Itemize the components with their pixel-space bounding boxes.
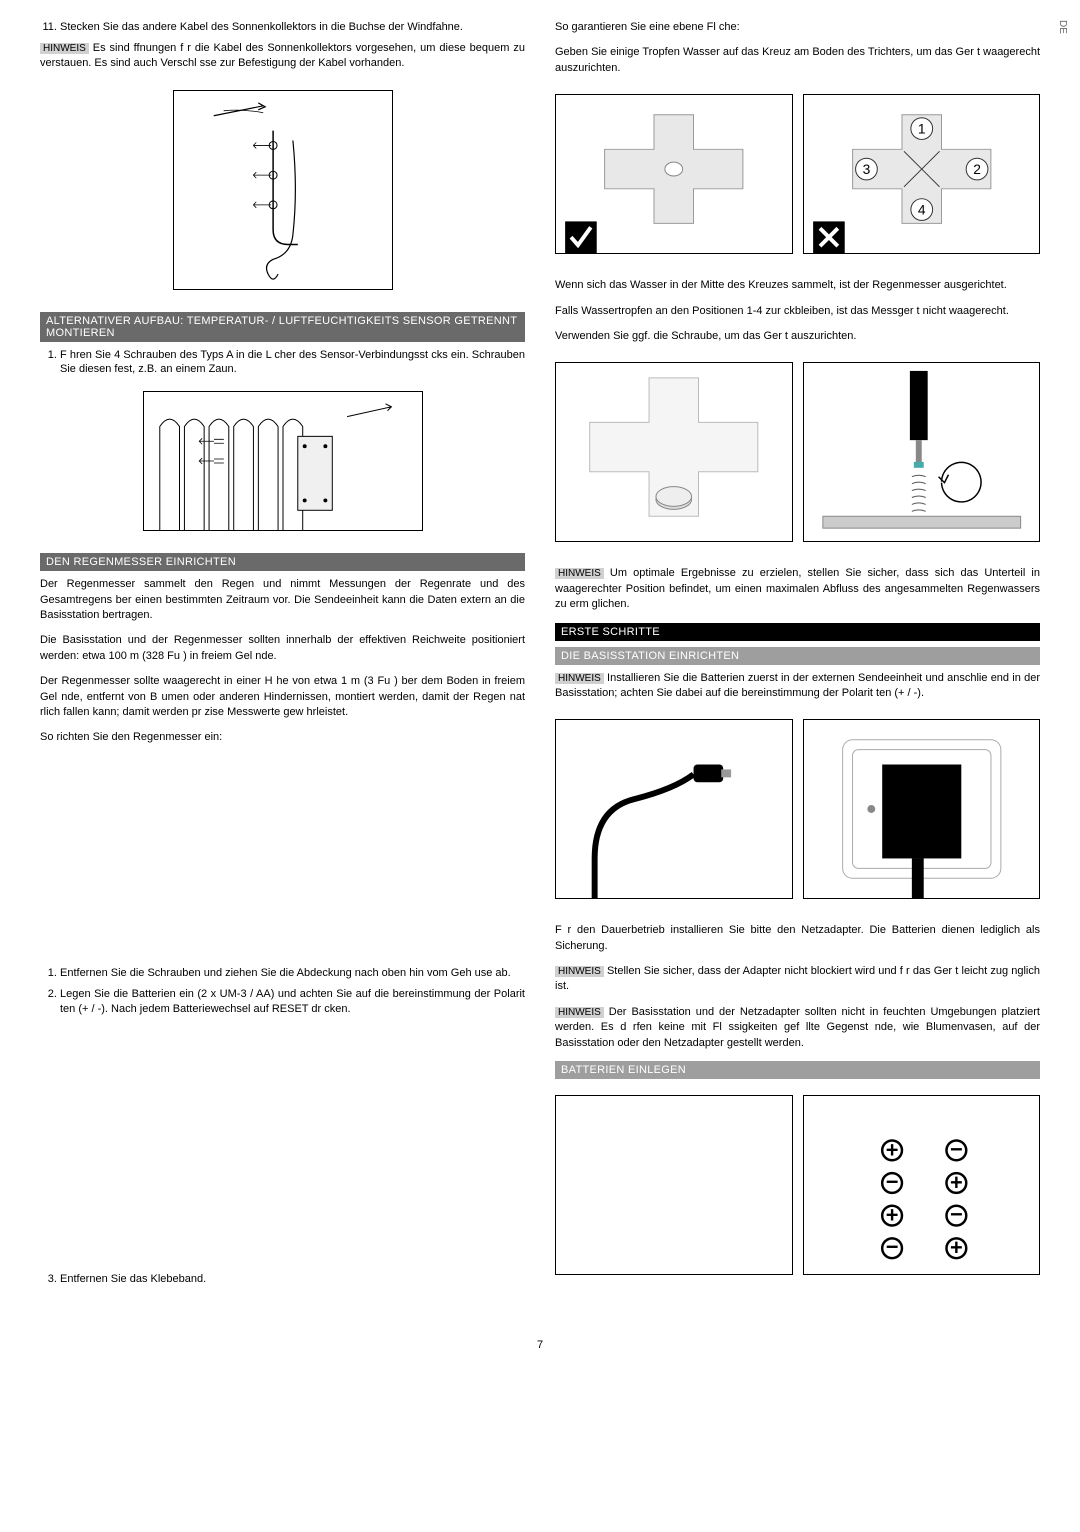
- language-tab: DE: [1057, 20, 1068, 34]
- regen-p3: Der Regenmesser sollte waagerecht in ein…: [40, 674, 525, 720]
- note-2: HINWEIS Um optimale Ergebnisse zu erziel…: [555, 566, 1040, 612]
- section-erste-schritte: ERSTE SCHRITTE: [555, 623, 1040, 641]
- svg-text:−: −: [950, 1136, 963, 1161]
- note-5-text: Der Basisstation und der Netzadapter sol…: [555, 1006, 1040, 1049]
- note-3-text: Installieren Sie die Batterien zuerst in…: [555, 672, 1040, 699]
- figure-screw-adjust: [803, 362, 1041, 542]
- step-list-11: Stecken Sie das andere Kabel des Sonnenk…: [40, 20, 525, 35]
- regen-p1: Der Regenmesser sammelt den Regen und ni…: [40, 577, 525, 623]
- regen-list: Entfernen Sie die Schrauben und ziehen S…: [40, 966, 525, 1017]
- step-11: Stecken Sie das andere Kabel des Sonnenk…: [60, 20, 525, 35]
- figure-batt-polarity: + − + − − + − +: [803, 1095, 1041, 1275]
- right-column: So garantieren Sie eine ebene Fl che: Ge…: [555, 20, 1040, 1299]
- regen-step-2: Legen Sie die Batterien ein (2 x UM-3 / …: [60, 987, 525, 1017]
- hinweis-label-4: HINWEIS: [555, 966, 604, 977]
- svg-text:+: +: [885, 1137, 898, 1162]
- svg-text:+: +: [885, 1203, 898, 1228]
- note-5: HINWEIS Der Basisstation und der Netzada…: [555, 1005, 1040, 1051]
- figure-rain-gauge-placeholder: [40, 756, 525, 966]
- note-4-text: Stellen Sie sicher, dass der Adapter nic…: [555, 965, 1040, 992]
- note-1-text: Es sind ffnungen f r die Kabel des Sonne…: [40, 42, 525, 69]
- dauer-p: F r den Dauerbetrieb installieren Sie bi…: [555, 923, 1040, 954]
- figure-fence-mount: [143, 391, 423, 531]
- ebene-p: So garantieren Sie eine ebene Fl che:: [555, 20, 1040, 35]
- hinweis-label: HINWEIS: [40, 43, 89, 54]
- hinweis-label-3: HINWEIS: [555, 673, 604, 684]
- figure-battery-placeholder: [40, 1022, 525, 1272]
- section-batterien: BATTERIEN EINLEGEN: [555, 1061, 1040, 1079]
- left-column: Stecken Sie das andere Kabel des Sonnenk…: [40, 20, 525, 1299]
- figure-level-correct: [555, 94, 793, 254]
- figure-base-plate: [555, 362, 793, 542]
- tropfen-p: Geben Sie einige Tropfen Wasser auf das …: [555, 45, 1040, 76]
- hinweis-label-5: HINWEIS: [555, 1007, 604, 1018]
- figure-screw-row: [555, 354, 1040, 554]
- regen-step-3: Entfernen Sie das Klebeband.: [60, 1272, 525, 1287]
- svg-text:3: 3: [862, 161, 870, 177]
- section-basisstation: DIE BASISSTATION EINRICHTEN: [555, 647, 1040, 665]
- section-alt-aufbau: ALTERNATIVER AUFBAU: TEMPERATUR- / LUFTF…: [40, 312, 525, 342]
- figure-wall-adapter: [803, 719, 1041, 899]
- note-1: HINWEIS Es sind ffnungen f r die Kabel d…: [40, 41, 525, 72]
- figure-batt-row: + − + − − + − +: [555, 1087, 1040, 1287]
- svg-text:−: −: [950, 1202, 963, 1227]
- figure-level-row: 1 2 3 4: [555, 86, 1040, 266]
- figure-level-wrong: 1 2 3 4: [803, 94, 1041, 254]
- regen-list-cont: Entfernen Sie das Klebeband.: [40, 1272, 525, 1287]
- svg-text:4: 4: [917, 202, 925, 218]
- wasser-p3: Verwenden Sie ggf. die Schraube, um das …: [555, 329, 1040, 344]
- regen-p2: Die Basisstation und der Regenmesser sol…: [40, 633, 525, 664]
- svg-text:−: −: [885, 1169, 898, 1194]
- svg-text:+: +: [950, 1235, 963, 1260]
- hinweis-label-2: HINWEIS: [555, 568, 604, 579]
- wasser-p2: Falls Wassertropfen an den Positionen 1-…: [555, 304, 1040, 319]
- note-3: HINWEIS Installieren Sie die Batterien z…: [555, 671, 1040, 702]
- svg-text:−: −: [885, 1234, 898, 1259]
- figure-plug-cable: [555, 719, 793, 899]
- svg-text:2: 2: [973, 161, 981, 177]
- note-2-text: Um optimale Ergebnisse zu erzielen, stel…: [555, 567, 1040, 610]
- regen-p4: So richten Sie den Regenmesser ein:: [40, 730, 525, 745]
- section-regenmesser: DEN REGENMESSER EINRICHTEN: [40, 553, 525, 571]
- figure-cable-routing: [173, 90, 393, 290]
- wasser-p1: Wenn sich das Wasser in der Mitte des Kr…: [555, 278, 1040, 293]
- svg-text:1: 1: [917, 121, 925, 137]
- regen-step-1: Entfernen Sie die Schrauben und ziehen S…: [60, 966, 525, 981]
- svg-text:+: +: [950, 1170, 963, 1195]
- note-4: HINWEIS Stellen Sie sicher, dass der Ada…: [555, 964, 1040, 995]
- page-number: 7: [0, 1339, 1080, 1351]
- alt-list: F hren Sie 4 Schrauben des Typs A in die…: [40, 348, 525, 378]
- figure-power-row: [555, 711, 1040, 911]
- figure-batt-left: [555, 1095, 793, 1275]
- alt-step-1: F hren Sie 4 Schrauben des Typs A in die…: [60, 348, 525, 378]
